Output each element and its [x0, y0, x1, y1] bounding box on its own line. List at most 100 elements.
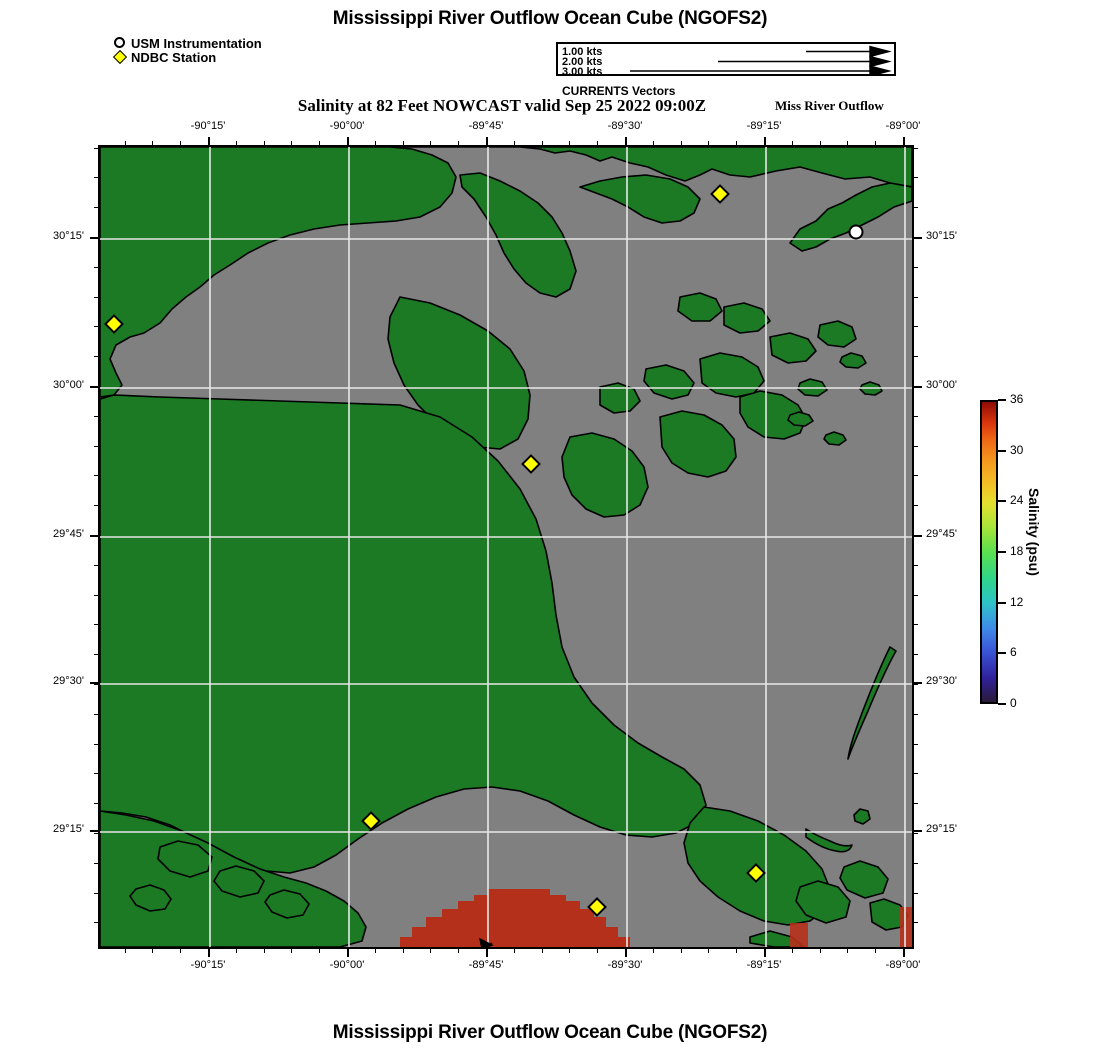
axis-tick-label-y: 30°15' — [926, 230, 957, 242]
ndbc-station-marker[interactable] — [521, 454, 541, 474]
ndbc-station-marker[interactable] — [746, 863, 766, 883]
map-subtitle: Salinity at 82 Feet NOWCAST valid Sep 25… — [297, 96, 707, 115]
colorbar-tick — [998, 500, 1006, 503]
axis-major-tick-x — [764, 137, 766, 147]
axis-minor-tick-x — [263, 141, 265, 147]
axis-minor-tick-y — [912, 803, 918, 805]
axis-minor-tick-x — [875, 141, 877, 147]
usm-instrumentation-marker[interactable] — [848, 224, 864, 240]
axis-minor-tick-x — [708, 947, 710, 953]
legend-item-usm: USM Instrumentation — [112, 37, 262, 51]
axis-minor-tick-y — [94, 833, 100, 834]
axis-minor-tick-x — [791, 141, 793, 147]
axis-major-tick-x — [208, 137, 210, 147]
axis-tick-label-x: -89°15' — [746, 959, 782, 971]
axis-tick-label-y: 29°45' — [53, 528, 84, 540]
axis-minor-tick-y — [912, 564, 918, 566]
currents-vectors-caption: CURRENTS Vectors — [562, 84, 676, 98]
axis-tick-label-y: 29°15' — [53, 823, 84, 835]
axis-minor-tick-x — [791, 947, 793, 953]
axis-major-tick-x — [486, 137, 488, 147]
axis-minor-tick-x — [458, 141, 460, 147]
axis-minor-tick-y — [94, 743, 100, 745]
axis-minor-tick-x — [875, 947, 877, 953]
bottom-title: Mississippi River Outflow Ocean Cube (NG… — [332, 1022, 768, 1043]
axis-major-tick-y — [912, 386, 922, 388]
axis-minor-tick-y — [94, 803, 100, 805]
axis-minor-tick-x — [819, 947, 821, 953]
axis-tick-label-x: -89°45' — [468, 120, 504, 132]
axis-minor-tick-y — [912, 654, 918, 656]
station-markers[interactable] — [104, 184, 864, 917]
axis-minor-tick-x — [513, 141, 515, 147]
colorbar-tick-label: 36 — [1010, 392, 1024, 406]
axis-minor-tick-x — [736, 947, 738, 953]
legend-item-usm-label: USM Instrumentation — [131, 36, 262, 51]
axis-minor-tick-y — [912, 475, 918, 477]
axis-major-tick-y — [912, 535, 922, 537]
colorbar-tick-label: 6 — [1010, 645, 1017, 660]
axis-minor-tick-y — [912, 296, 918, 298]
axis-minor-tick-x — [319, 141, 321, 147]
vector-key-label-3: 3.00 kts — [562, 66, 603, 78]
ndbc-station-marker[interactable] — [587, 897, 607, 917]
axis-tick-label-y: 30°00' — [53, 379, 84, 391]
colorbar-tick-label: 12 — [1010, 594, 1024, 609]
axis-minor-tick-x — [402, 947, 404, 953]
axis-minor-tick-y — [94, 654, 100, 656]
axis-major-tick-x — [347, 947, 349, 957]
map-svg — [100, 147, 912, 947]
axis-minor-tick-x — [847, 141, 849, 147]
axis-minor-tick-y — [912, 743, 918, 745]
axis-minor-tick-y — [912, 177, 918, 179]
axis-minor-tick-x — [513, 947, 515, 953]
ndbc-station-marker[interactable] — [361, 811, 381, 831]
axis-minor-tick-y — [94, 713, 100, 715]
map-canvas[interactable] — [98, 145, 914, 949]
axis-minor-tick-x — [569, 947, 571, 953]
axis-minor-tick-y — [94, 862, 100, 864]
axis-minor-tick-y — [94, 773, 100, 775]
axis-minor-tick-x — [569, 141, 571, 147]
axis-tick-label-y: 30°15' — [53, 230, 84, 242]
axis-major-tick-x — [208, 947, 210, 957]
axis-minor-tick-y — [912, 445, 918, 447]
axis-minor-tick-x — [402, 141, 404, 147]
axis-minor-tick-y — [912, 713, 918, 715]
axis-major-tick-x — [486, 947, 488, 957]
axis-minor-tick-x — [680, 141, 682, 147]
axis-major-tick-x — [764, 947, 766, 957]
axis-minor-tick-y — [94, 564, 100, 566]
axis-minor-tick-y — [94, 207, 100, 209]
axis-minor-tick-y — [94, 177, 100, 179]
colorbar-tick — [998, 551, 1006, 553]
circle-marker-icon — [112, 37, 131, 51]
axis-minor-tick-x — [124, 947, 126, 953]
colorbar-gradient — [980, 400, 998, 704]
axis-tick-label-y: 29°45' — [926, 528, 957, 540]
axis-tick-label-y: 30°00' — [926, 379, 957, 391]
axis-minor-tick-x — [541, 141, 543, 147]
axis-minor-tick-y — [912, 594, 918, 596]
axis-minor-tick-y — [912, 356, 918, 358]
ndbc-station-marker[interactable] — [710, 184, 730, 204]
axis-minor-tick-y — [94, 892, 100, 894]
axis-major-tick-y — [90, 237, 100, 239]
axis-major-tick-y — [90, 830, 100, 832]
axis-major-tick-x — [625, 947, 627, 957]
ndbc-station-marker[interactable] — [104, 314, 124, 334]
axis-minor-tick-y — [912, 773, 918, 775]
page-title: Mississippi River Outflow Ocean Cube (NG… — [332, 8, 768, 29]
axis-minor-tick-x — [263, 947, 265, 953]
current-vector — [479, 937, 494, 947]
axis-minor-tick-y — [94, 296, 100, 298]
axis-minor-tick-y — [912, 684, 918, 685]
colorbar-tick-label: 18 — [1010, 544, 1024, 558]
axis-tick-label-y: 29°30' — [926, 675, 957, 687]
vector-key-arrows — [630, 45, 892, 74]
axis-minor-tick-y — [94, 624, 100, 626]
axis-major-tick-y — [912, 830, 922, 832]
axis-tick-label-y: 29°30' — [53, 675, 84, 687]
axis-minor-tick-x — [374, 141, 376, 147]
axis-minor-tick-y — [94, 594, 100, 596]
